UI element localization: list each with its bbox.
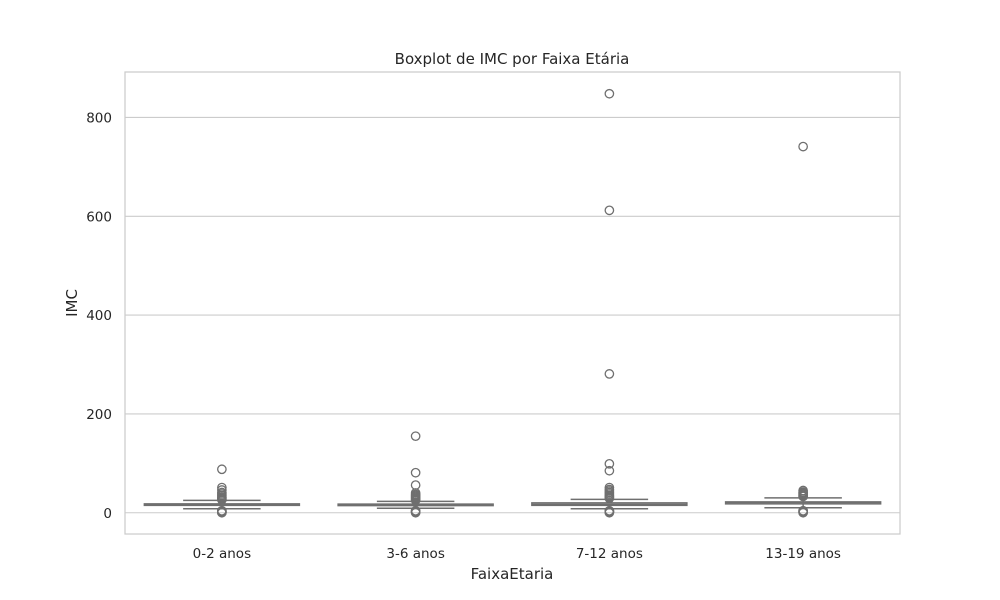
boxes-layer — [143, 88, 882, 518]
outlier-point — [604, 88, 615, 99]
chart-title: Boxplot de IMC por Faixa Etária — [395, 50, 630, 68]
outlier-point — [798, 141, 808, 152]
outlier-point — [410, 467, 421, 478]
x-tick-labels: 0-2 anos 3-6 anos 7-12 anos 13-19 anos — [193, 546, 841, 562]
x-tick-label: 13-19 anos — [765, 546, 841, 562]
outlier-point — [410, 495, 421, 506]
y-axis-label: IMC — [63, 289, 81, 317]
plot-frame — [124, 71, 901, 535]
outlier-point — [217, 464, 227, 475]
outlier-point — [798, 491, 808, 502]
x-axis-label: FaixaEtaria — [471, 565, 554, 583]
y-tick-label: 600 — [86, 209, 112, 225]
x-tick-label: 0-2 anos — [193, 546, 251, 562]
box-group — [337, 431, 494, 518]
outlier-point — [410, 507, 421, 518]
outlier-point — [798, 507, 808, 518]
outlier-point — [604, 369, 615, 379]
outlier-point — [604, 465, 615, 476]
y-tick-label: 400 — [86, 308, 112, 324]
box-group — [143, 464, 301, 518]
x-tick-label: 3-6 anos — [386, 546, 444, 562]
outlier-point — [604, 493, 615, 504]
outlier-point — [217, 495, 227, 505]
outlier-point — [217, 507, 227, 518]
y-tick-label: 200 — [86, 407, 112, 423]
x-tick-label: 7-12 anos — [576, 546, 643, 562]
y-tick-label: 0 — [103, 506, 112, 522]
outlier-point — [410, 431, 421, 442]
outlier-point — [604, 205, 615, 216]
y-tick-label: 800 — [86, 110, 112, 126]
plot-area — [125, 72, 900, 534]
box-group — [531, 88, 688, 518]
box-group — [724, 141, 882, 518]
outlier-point — [604, 458, 615, 469]
outlier-point — [604, 507, 615, 518]
y-tick-labels: 0 200 400 600 800 — [86, 110, 112, 521]
grid-lines — [125, 116, 900, 514]
